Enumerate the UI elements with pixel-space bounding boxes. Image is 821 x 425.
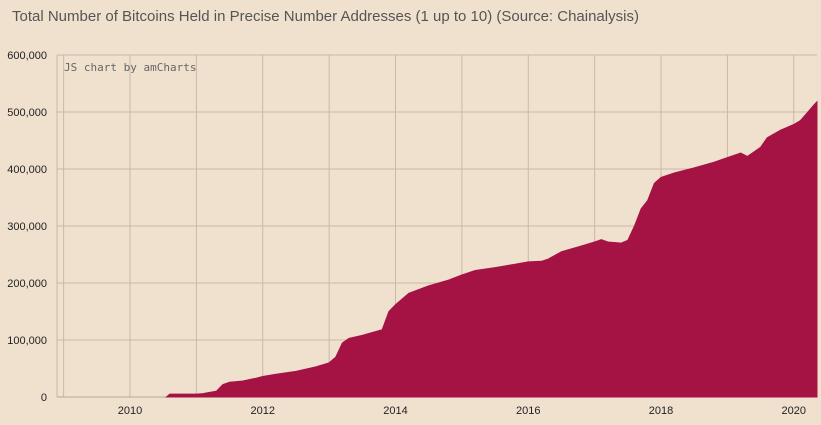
y-tick-label: 200,000 — [7, 278, 47, 290]
chart-title: Total Number of Bitcoins Held in Precise… — [12, 8, 639, 25]
y-tick-label: 400,000 — [7, 164, 47, 176]
x-tick-label: 2018 — [649, 405, 673, 417]
axis-layer: 0 100,000 200,000 300,000 400,000 500,000 600,… — [7, 50, 806, 417]
x-tick-label: 2010 — [118, 405, 142, 417]
chart-credit: JS chart by amCharts — [64, 61, 196, 74]
area-layer — [165, 100, 818, 398]
y-tick-label: 600,000 — [7, 50, 47, 62]
y-tick-label: 0 — [41, 392, 47, 404]
x-tick-label: 2020 — [782, 405, 806, 417]
y-tick-label: 100,000 — [7, 335, 47, 347]
x-tick-label: 2014 — [383, 405, 407, 417]
y-tick-label: 500,000 — [7, 107, 47, 119]
x-tick-label: 2016 — [516, 405, 540, 417]
x-tick-label: 2012 — [251, 405, 275, 417]
area-series — [165, 100, 818, 398]
y-tick-label: 300,000 — [7, 221, 47, 233]
